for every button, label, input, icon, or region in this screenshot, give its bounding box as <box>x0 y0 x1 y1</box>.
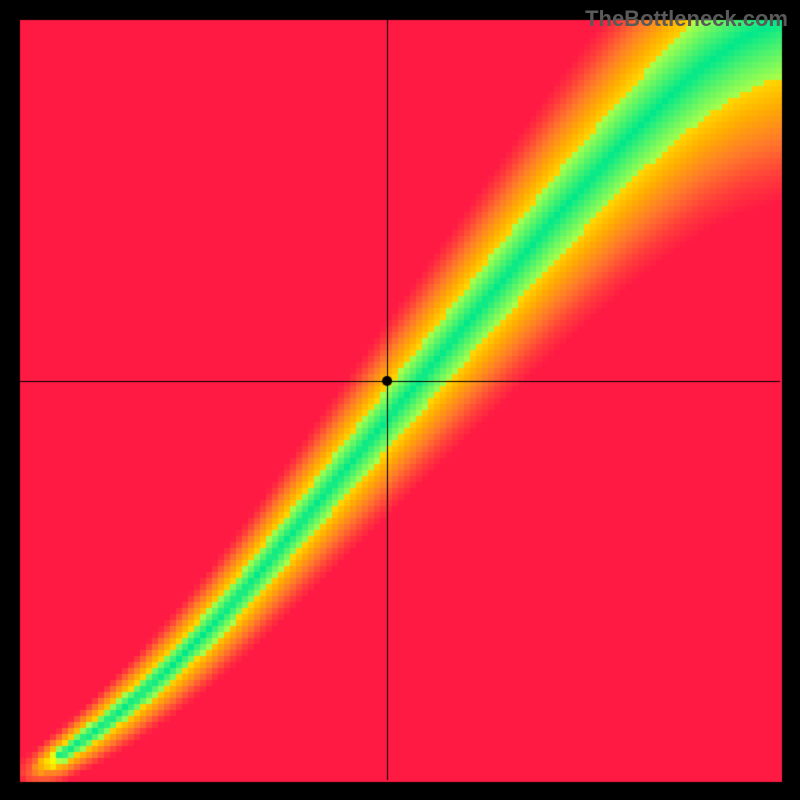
watermark-text: TheBottleneck.com <box>585 6 788 32</box>
chart-container: TheBottleneck.com <box>0 0 800 800</box>
bottleneck-heatmap <box>0 0 800 800</box>
